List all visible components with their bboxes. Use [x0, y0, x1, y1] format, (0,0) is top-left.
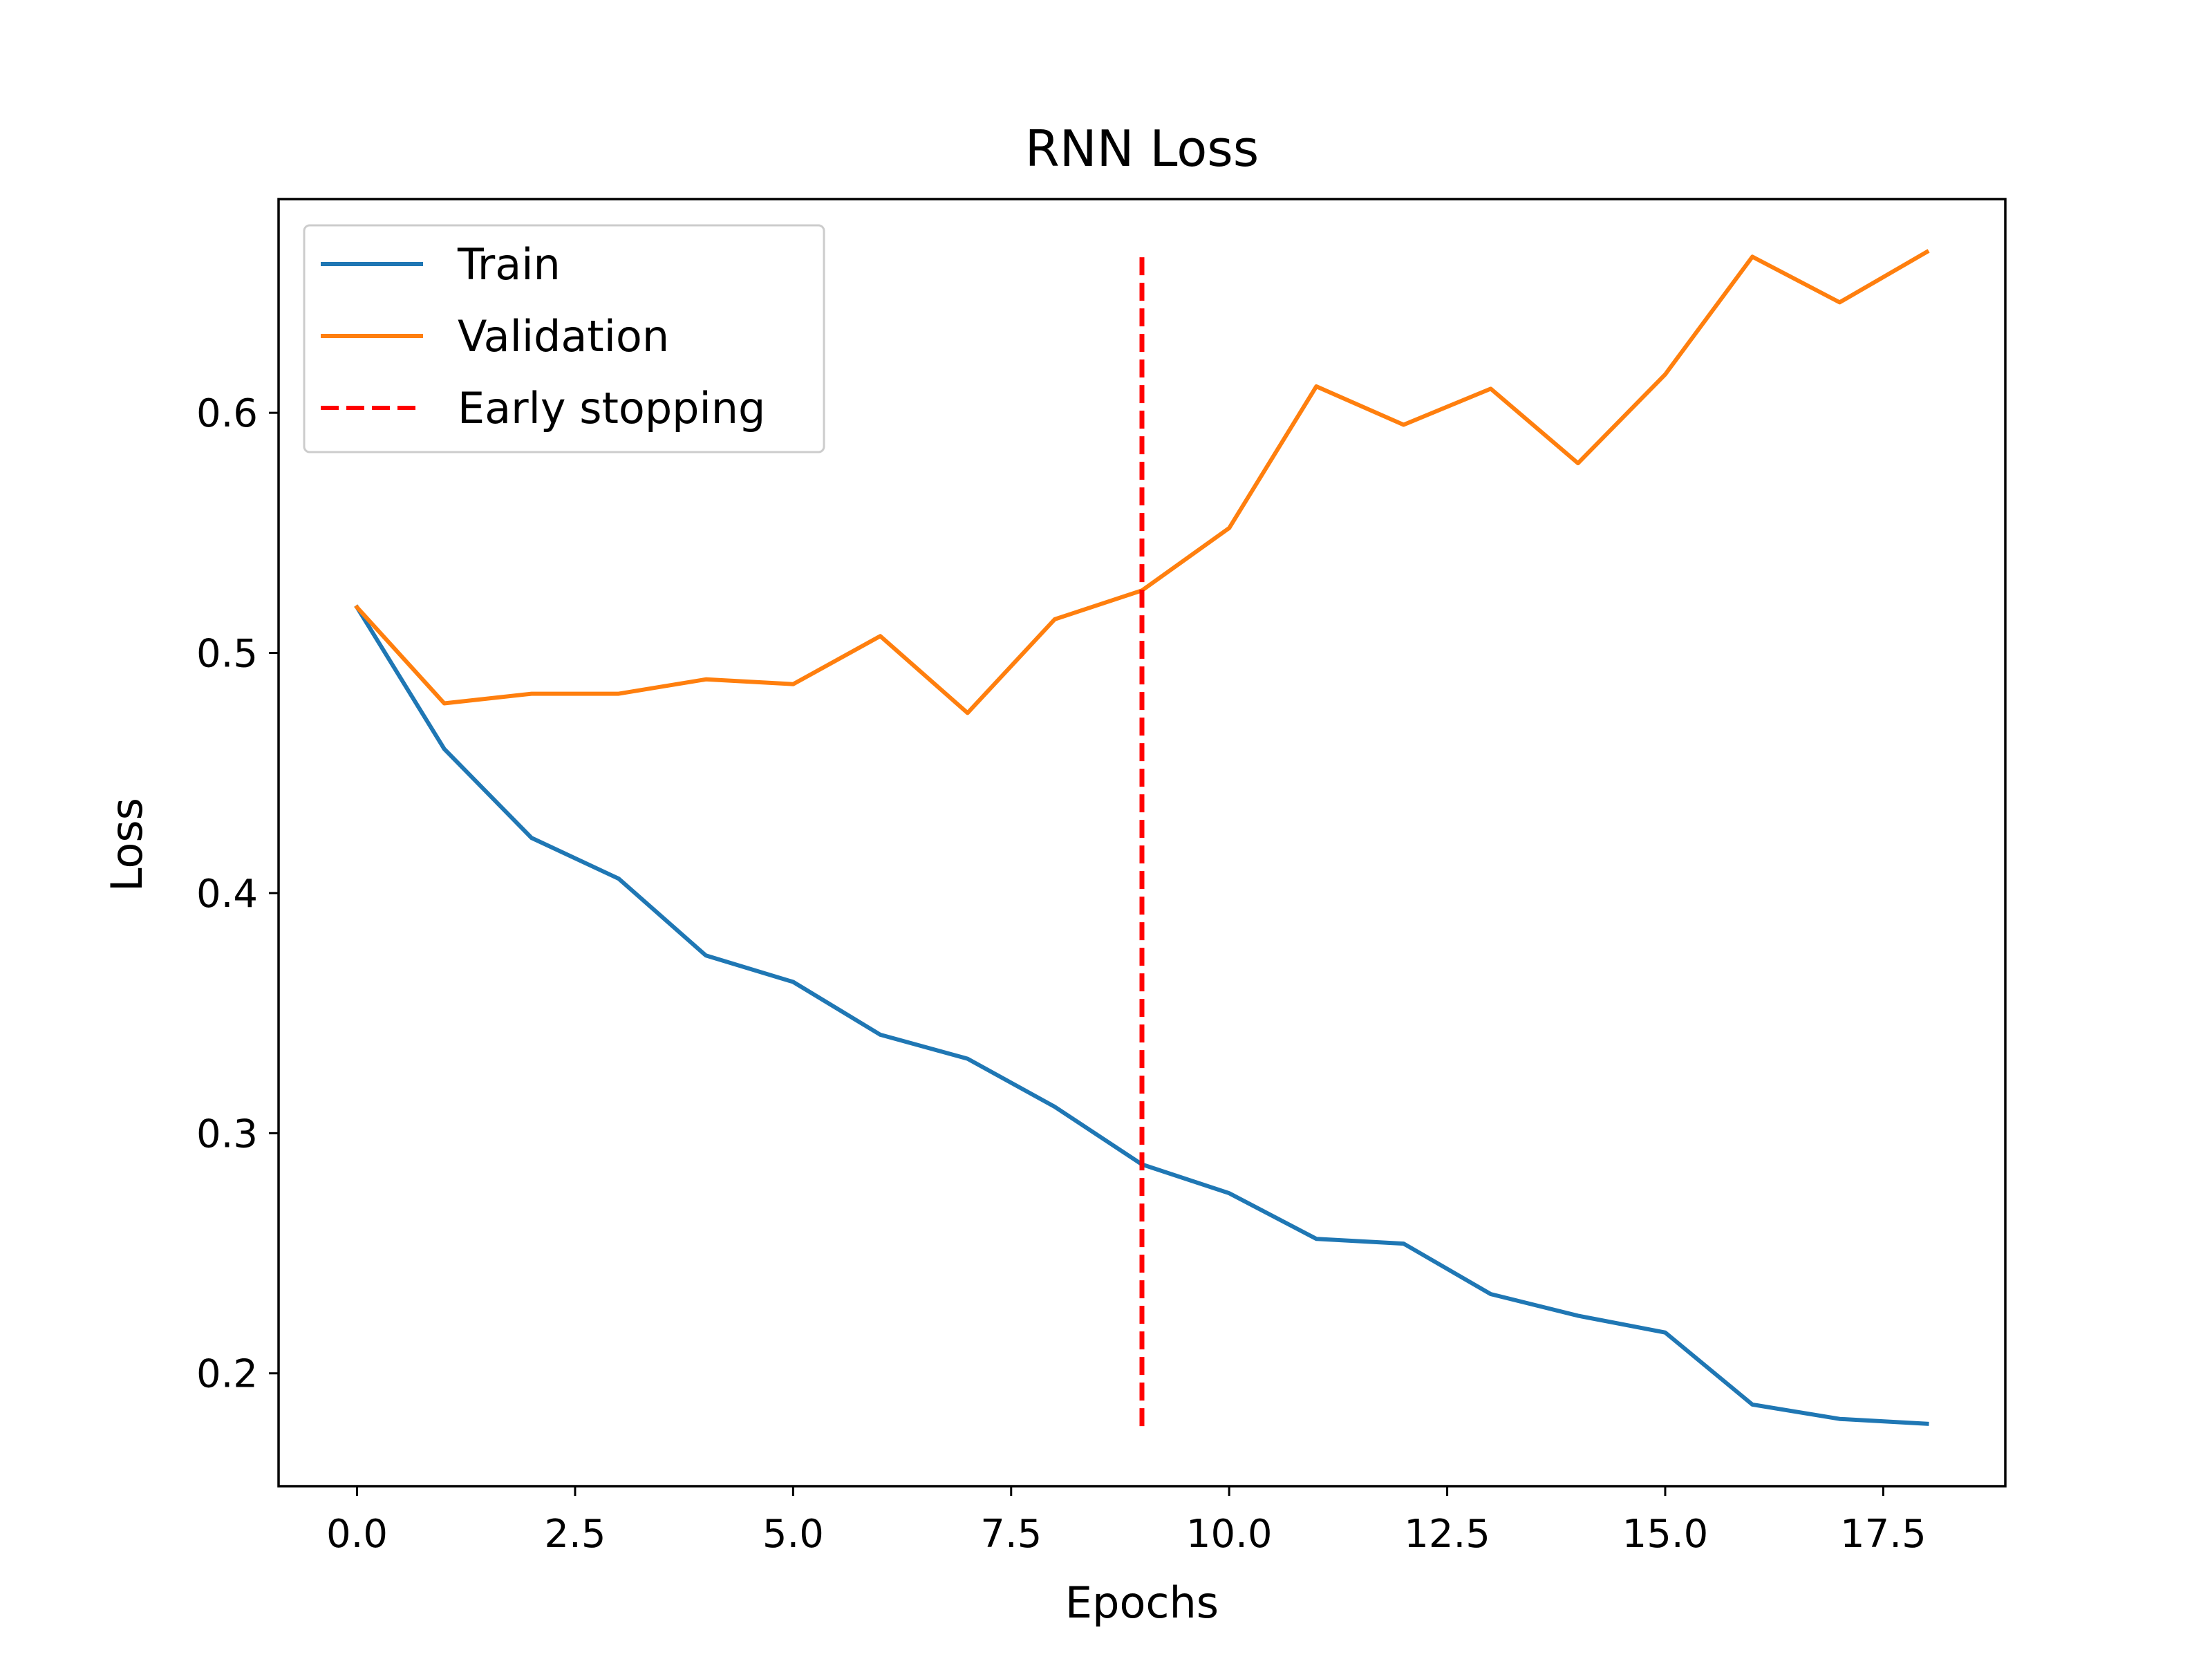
x-tick-label: 10.0 [1186, 1512, 1273, 1557]
x-tick-label: 2.5 [544, 1512, 606, 1557]
y-tick-label: 0.6 [196, 391, 258, 436]
x-tick-label: 15.0 [1622, 1512, 1709, 1557]
chart-title: RNN Loss [1025, 120, 1259, 178]
y-tick-label: 0.5 [196, 632, 258, 677]
y-axis-label: Loss [102, 798, 152, 892]
x-tick-label: 7.5 [980, 1512, 1042, 1557]
y-tick-label: 0.4 [196, 872, 258, 917]
x-tick-label: 12.5 [1404, 1512, 1490, 1557]
legend-label-validation: Validation [458, 311, 669, 362]
x-axis-label: Epochs [1065, 1577, 1219, 1628]
x-tick-label: 5.0 [762, 1512, 824, 1557]
plot-area [354, 249, 1930, 1427]
y-tick-label: 0.3 [196, 1112, 258, 1156]
legend-label-train: Train [457, 239, 561, 290]
y-tick-label: 0.2 [196, 1352, 258, 1397]
x-tick-label: 17.5 [1840, 1512, 1927, 1557]
legend-box [303, 224, 825, 453]
legend: Train Validation Early stopping [303, 224, 825, 453]
x-tick-label: 0.0 [326, 1512, 388, 1557]
axes-frame [277, 198, 2007, 1488]
legend-label-early-stopping: Early stopping [458, 383, 765, 433]
axes: 0.0 2.5 5.0 7.5 10.0 12.5 15.0 17.5 0.2 0.3 0.4 0.5… [196, 198, 2007, 1557]
